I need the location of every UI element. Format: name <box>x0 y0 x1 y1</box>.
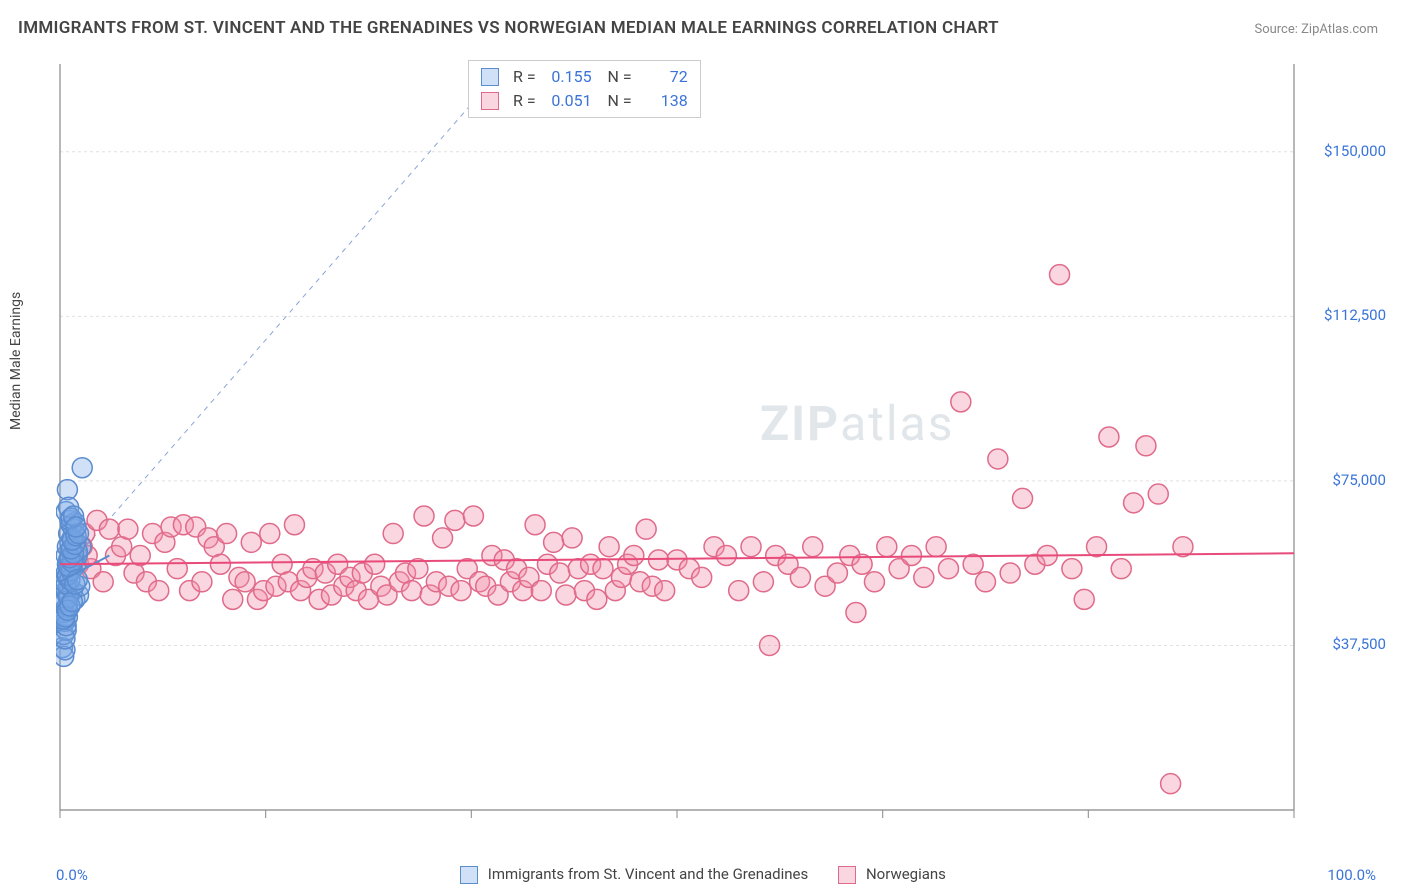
swatch-icon <box>838 866 856 884</box>
chart-title: IMMIGRANTS FROM ST. VINCENT AND THE GREN… <box>18 18 999 38</box>
swatch-series-2 <box>481 92 499 110</box>
y-tick-label: $75,000 <box>1332 471 1386 489</box>
legend-item-2: Norwegians <box>838 865 946 884</box>
x-max-label: 100.0% <box>1327 866 1376 884</box>
y-tick-label: $150,000 <box>1324 142 1386 160</box>
x-min-label: 0.0% <box>56 866 88 884</box>
swatch-icon <box>460 866 478 884</box>
y-tick-label: $37,500 <box>1332 635 1386 653</box>
correlation-stats-box: R = 0.155 N = 72 R = 0.051 N = 138 <box>468 60 701 118</box>
scatter-chart <box>56 60 1298 830</box>
y-tick-label: $112,500 <box>1324 306 1386 324</box>
legend-item-1: Immigrants from St. Vincent and the Gren… <box>460 865 808 884</box>
stat-row-series-1: R = 0.155 N = 72 <box>481 65 688 89</box>
bottom-legend: Immigrants from St. Vincent and the Gren… <box>0 865 1406 884</box>
source-label: Source: ZipAtlas.com <box>1254 22 1378 37</box>
swatch-series-1 <box>481 68 499 86</box>
stat-row-series-2: R = 0.051 N = 138 <box>481 89 688 113</box>
y-axis-label: Median Male Earnings <box>8 292 24 430</box>
